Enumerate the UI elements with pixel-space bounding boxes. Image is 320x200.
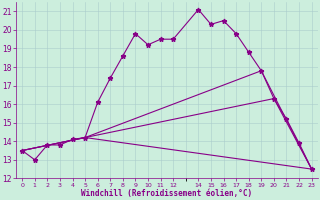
X-axis label: Windchill (Refroidissement éolien,°C): Windchill (Refroidissement éolien,°C) bbox=[81, 189, 252, 198]
